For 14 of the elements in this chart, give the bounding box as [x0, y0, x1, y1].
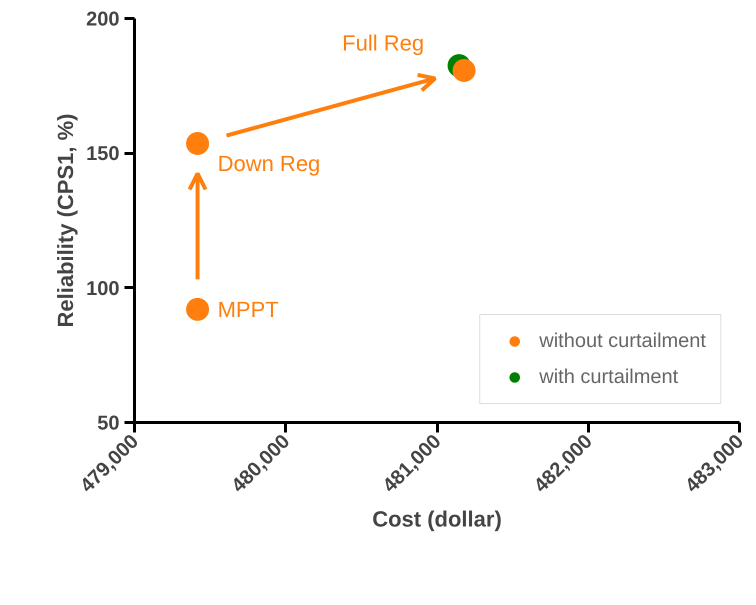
annotation: MPPT: [218, 296, 279, 322]
point: [186, 298, 210, 321]
y-tick-label: 50: [97, 412, 120, 434]
annotation: Down Reg: [218, 150, 320, 176]
legend-label: without curtailment: [539, 330, 706, 352]
y-tick-label: 200: [86, 8, 120, 30]
y-tick-label: 150: [86, 143, 120, 166]
legend-label: with curtailment: [539, 366, 678, 388]
x-axis-title: Cost (dollar): [372, 506, 502, 532]
y-axis-title: Reliability (CPS1, %): [53, 114, 78, 328]
point: [452, 59, 476, 82]
point: [186, 132, 210, 155]
y-tick-label: 100: [86, 278, 120, 300]
annotation: Full Reg: [342, 30, 424, 56]
